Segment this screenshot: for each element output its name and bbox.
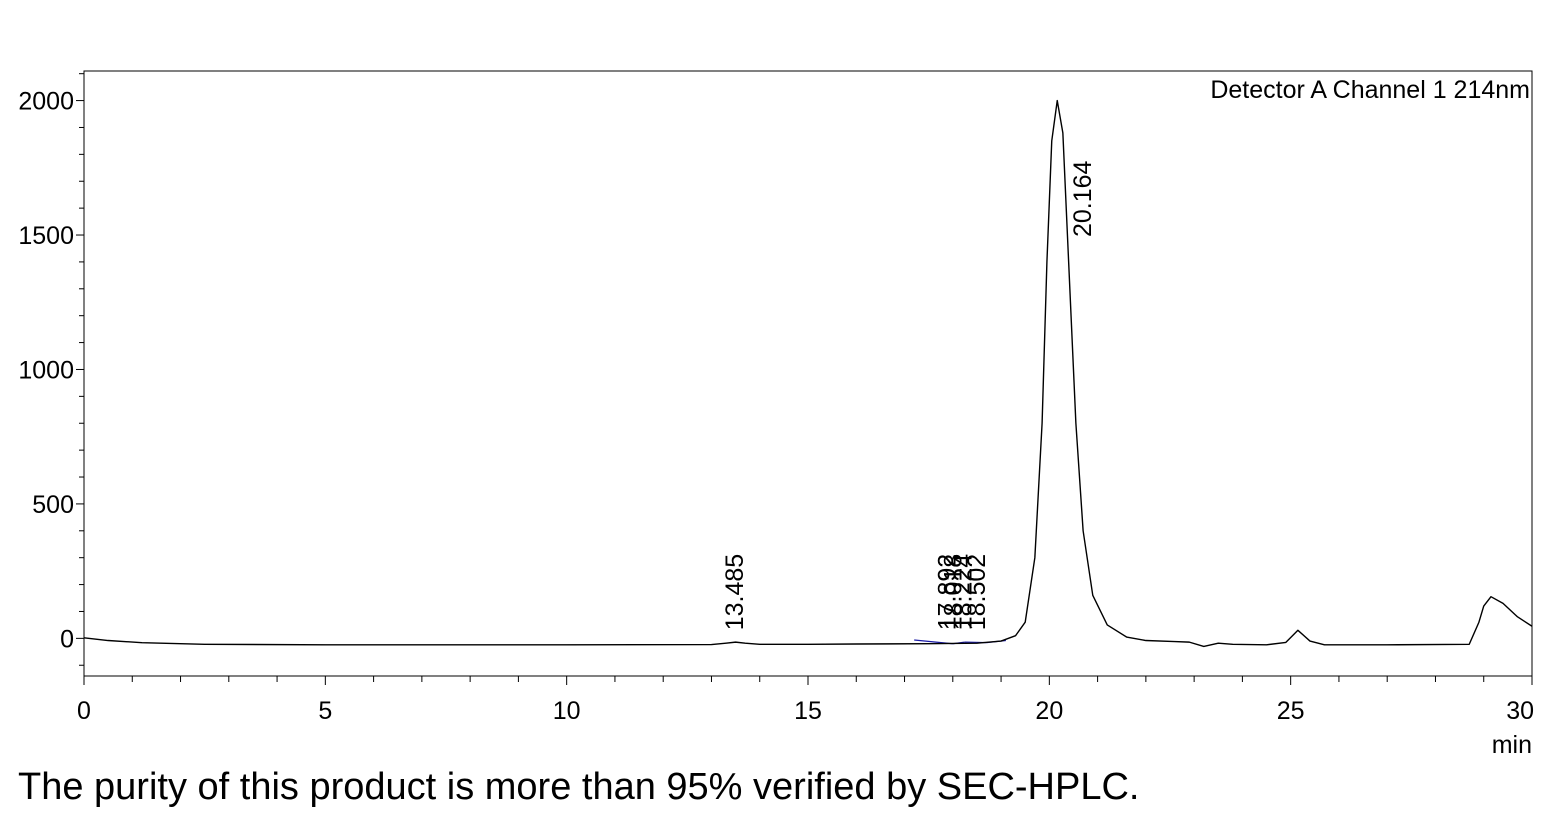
x-tick-label: 25 — [1277, 697, 1305, 725]
y-tick-label: 0 — [60, 625, 74, 653]
y-tick-label: 1000 — [18, 356, 74, 384]
x-tick-label: 0 — [77, 697, 91, 725]
chromatogram-trace — [83, 99, 1533, 648]
y-tick-label: 2000 — [18, 88, 74, 116]
peak-label: 20.164 — [1069, 160, 1097, 237]
peak-label: 18.502 — [963, 554, 991, 630]
x-tick-label: 10 — [553, 697, 581, 725]
peak-label: 18.018 — [940, 554, 968, 630]
peak-label: 13.485 — [721, 554, 749, 630]
y-tick-label: 500 — [32, 491, 74, 519]
peak-label: 17.892 — [934, 554, 962, 630]
x-tick-label: 30 — [1506, 697, 1534, 725]
plot-frame — [83, 70, 1533, 677]
x-tick-label: 20 — [1035, 697, 1063, 725]
peak-label: 18.224 — [950, 554, 978, 631]
purity-caption: The purity of this product is more than … — [18, 766, 1140, 808]
chromatogram-chart: 0 500 1000 1500 2000 0 5 10 15 20 25 30 min Detector … — [18, 70, 1534, 759]
plot-area: 0 500 1000 1500 2000 0 5 10 15 20 25 30 min Detector … — [18, 70, 1534, 759]
x-axis-label: min — [1492, 731, 1532, 759]
x-tick-label: 15 — [794, 697, 822, 725]
channel-label: Detector A Channel 1 214nm — [1210, 76, 1530, 104]
x-tick-label: 5 — [318, 697, 332, 725]
y-tick-label: 1500 — [18, 222, 74, 250]
